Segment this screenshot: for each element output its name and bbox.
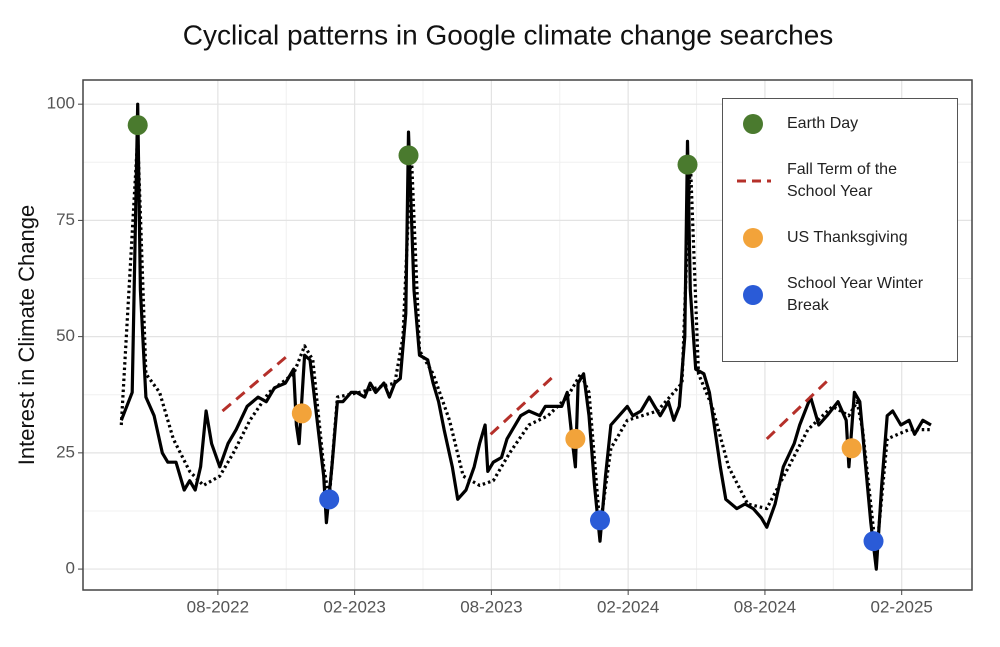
point (589, 510, 610, 531)
point (291, 403, 312, 424)
legend-entry: US Thanksgiving (723, 227, 957, 249)
legend-marker (743, 114, 763, 134)
legend-entry: School Year Winter Break (723, 273, 957, 317)
chart-title: Cyclical patterns in Google climate chan… (183, 19, 834, 50)
legend-label: Fall Term of the School Year (787, 161, 897, 200)
legend-dot (743, 114, 763, 134)
y-axis-label: Interest in Climate Change (14, 205, 39, 465)
legend-label: US Thanksgiving (787, 229, 908, 246)
point (863, 531, 884, 552)
legend-dot (743, 285, 763, 305)
x-tick-label: 02-2024 (597, 597, 659, 616)
point (398, 145, 419, 166)
y-tick-label: 75 (56, 210, 75, 229)
dashed-line (765, 377, 831, 440)
point (677, 154, 698, 175)
x-tick-label: 02-2023 (323, 597, 385, 616)
dashed-line (221, 354, 290, 413)
point (565, 428, 586, 449)
x-tick-label: 08-2022 (187, 597, 249, 616)
y-tick-label: 0 (66, 559, 75, 578)
point (319, 489, 340, 510)
point (127, 115, 148, 136)
x-tick-label: 08-2024 (734, 597, 796, 616)
legend-entry: Earth Day (723, 113, 957, 135)
legend-label: School Year Winter Break (787, 275, 924, 314)
legend-entry: Fall Term of the School Year (723, 159, 957, 203)
legend-marker (743, 228, 763, 248)
y-tick-label: 25 (56, 442, 75, 461)
x-tick-label: 08-2023 (460, 597, 522, 616)
legend-marker (743, 285, 763, 305)
y-tick-label: 50 (56, 326, 75, 345)
legend-marker (737, 179, 771, 183)
legend-dot (743, 228, 763, 248)
x-tick-label: 02-2025 (871, 597, 933, 616)
dashed-line (489, 372, 558, 436)
legend-label: Earth Day (787, 115, 859, 132)
dotted-line (119, 135, 931, 557)
legend: Earth Day Fall Term of the School Year US … (722, 98, 958, 362)
y-tick-label: 100 (47, 94, 75, 113)
point (841, 438, 862, 459)
plot-border (82, 79, 973, 591)
line (119, 102, 932, 571)
